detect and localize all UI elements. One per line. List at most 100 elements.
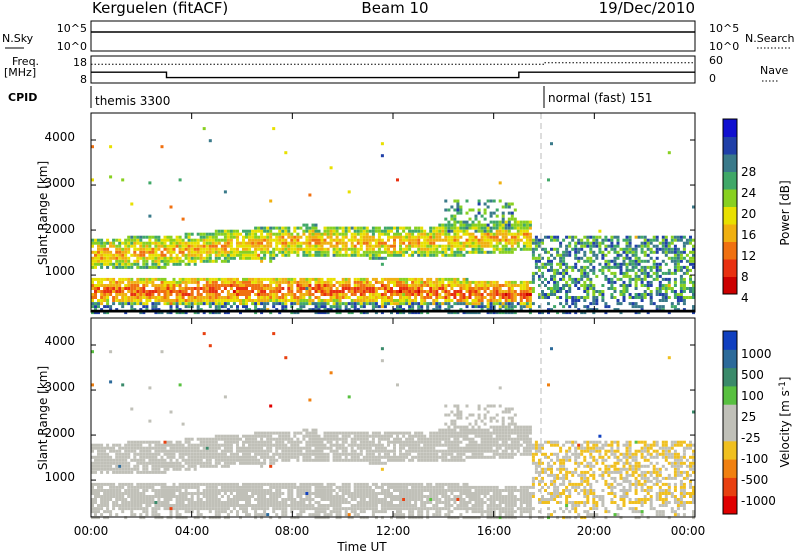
power-cell (365, 287, 369, 290)
power-cell (148, 299, 152, 302)
velocity-cell (326, 495, 330, 498)
power-cell (181, 293, 185, 296)
power-cell (423, 290, 427, 293)
velocity-cell (202, 452, 206, 456)
power-cell (474, 311, 478, 315)
velocity-cell (160, 489, 164, 492)
power-cell (528, 287, 532, 290)
power-cell (417, 302, 421, 306)
velocity-cell (296, 507, 300, 511)
power-cell (112, 241, 116, 245)
power-cell (595, 296, 599, 299)
power-cell (486, 229, 490, 233)
power-cell (598, 290, 602, 293)
velocity-cell (175, 464, 179, 468)
power-cell (242, 305, 245, 309)
power-cell (387, 226, 390, 230)
power-cell (598, 293, 602, 296)
power-cell (432, 284, 436, 287)
power-cell (544, 293, 547, 296)
power-cell (193, 299, 197, 302)
velocity-cell (299, 431, 303, 435)
power-cell (634, 277, 638, 281)
power-cell (634, 296, 638, 299)
power-cell (115, 296, 119, 299)
velocity-cell (118, 489, 122, 492)
velocity-cell (190, 485, 194, 489)
velocity-cell (305, 482, 309, 486)
power-cell (420, 284, 424, 287)
power-cell (169, 299, 173, 302)
power-cell (166, 262, 170, 266)
velocity-cell (199, 437, 203, 441)
power-cell (302, 277, 306, 281)
power-cell (426, 290, 430, 293)
velocity-cell (320, 492, 324, 495)
power-cell (302, 247, 306, 251)
velocity-cell (293, 516, 297, 520)
power-cell (528, 280, 532, 284)
power-cell (456, 235, 460, 239)
power-cell (453, 199, 457, 203)
power-cell (109, 293, 113, 296)
velocity-cell (199, 452, 203, 456)
power-cell (598, 244, 602, 248)
power-cell (175, 296, 179, 299)
power-cell (133, 308, 137, 312)
velocity-cell (242, 489, 245, 492)
velocity-cell (172, 482, 176, 486)
power-cell (459, 280, 463, 284)
velocity-cell (157, 452, 161, 456)
power-cell (468, 302, 472, 306)
power-cell (689, 296, 692, 299)
power-cell (438, 308, 442, 312)
power-cell (211, 290, 215, 293)
velocity-cell (178, 449, 182, 453)
power-cell (655, 293, 659, 296)
nsearch-tick-bottom: 10^0 (709, 40, 739, 53)
power-cell (97, 262, 100, 266)
power-cell (305, 284, 309, 287)
power-cell (682, 265, 686, 269)
power-cell (459, 244, 463, 248)
velocity-cell (166, 489, 170, 492)
power-cell (311, 277, 315, 281)
power-cell (510, 214, 514, 218)
power-cell (522, 223, 526, 227)
power-colorbar-swatch (723, 189, 737, 207)
velocity-cell (196, 458, 200, 462)
power-cell (465, 220, 469, 224)
power-cell (456, 208, 460, 212)
power-cell (480, 308, 484, 312)
power-cell (169, 247, 173, 251)
velocity-cell (266, 431, 270, 435)
power-cell (474, 223, 478, 227)
power-cell (299, 299, 303, 302)
power-cell (226, 259, 230, 263)
power-cell (438, 223, 442, 227)
power-cell (673, 253, 677, 257)
power-cell (311, 244, 315, 248)
velocity-cell (151, 470, 155, 474)
power-cell (347, 287, 351, 290)
power-cell (607, 259, 611, 263)
power-cell (571, 268, 575, 272)
power-cell (344, 280, 348, 284)
power-cell (498, 308, 502, 312)
power-cell (399, 308, 402, 312)
power-cell (559, 256, 563, 260)
power-cell (229, 284, 233, 287)
power-cell (631, 302, 635, 306)
power-cell (664, 250, 668, 254)
power-cell (166, 290, 170, 293)
velocity-cell (245, 492, 248, 495)
power-cell (118, 256, 122, 260)
velocity-cell (314, 510, 318, 514)
power-cell (344, 244, 348, 248)
power-cell (184, 311, 188, 315)
power-cell (103, 305, 107, 309)
power-cell (595, 244, 599, 248)
date-title: 19/Dec/2010 (599, 0, 695, 17)
power-cell (242, 277, 245, 281)
power-cell (453, 229, 457, 233)
